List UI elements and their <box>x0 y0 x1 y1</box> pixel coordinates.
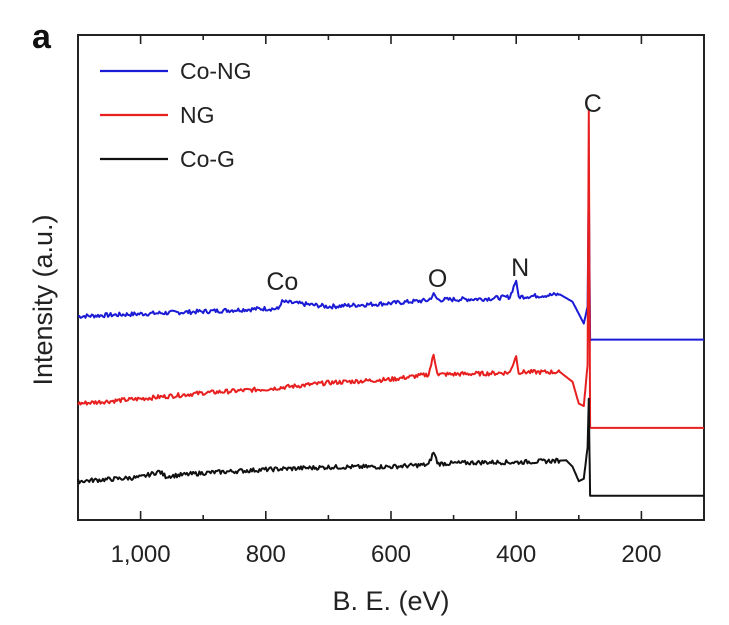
peak-annotations: Co O N C <box>266 90 602 296</box>
x-axis-title: B. E. (eV) <box>332 586 449 616</box>
y-axis-title: Intensity (a.u.) <box>28 214 58 385</box>
plot-frame <box>77 34 705 521</box>
peak-label-n: N <box>511 254 529 282</box>
panel-label: a <box>32 18 52 56</box>
x-axis: 1,000 800 600 400 200 <box>77 35 705 568</box>
x-tick-label: 1,000 <box>111 541 171 568</box>
x-tick-label: 400 <box>496 541 536 568</box>
x-tick-label: 600 <box>371 541 411 568</box>
legend: Co-NG NG Co-G <box>100 58 252 172</box>
x-tick-label: 200 <box>621 541 661 568</box>
series-line-ng <box>77 109 705 429</box>
x-tick-label: 800 <box>246 541 286 568</box>
series-line-co-ng <box>77 174 705 342</box>
peak-label-c: C <box>584 90 602 118</box>
peak-label-co: Co <box>266 268 298 296</box>
peak-label-o: O <box>428 265 447 293</box>
legend-label-co-ng: Co-NG <box>180 58 252 84</box>
series-line-co-g <box>77 397 705 497</box>
series-layer <box>77 109 705 497</box>
legend-label-co-g: Co-G <box>180 146 235 172</box>
legend-label-ng: NG <box>180 102 215 128</box>
